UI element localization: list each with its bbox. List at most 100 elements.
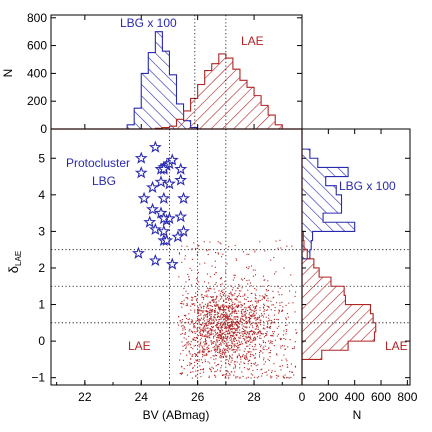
lae-point — [270, 309, 272, 311]
lae-point — [193, 325, 195, 327]
lae-point — [211, 265, 213, 267]
lae-point — [247, 310, 249, 312]
lae-point — [285, 377, 288, 379]
lae-point — [228, 315, 230, 317]
lae-point — [234, 361, 236, 363]
lae-point — [200, 317, 203, 319]
lae-point — [204, 303, 206, 305]
lae-point — [229, 374, 231, 376]
lae-point — [240, 290, 242, 292]
lae-point — [199, 344, 201, 346]
lae-point — [259, 350, 261, 352]
lae-point — [214, 283, 216, 285]
lae-point — [205, 344, 207, 346]
lae-point — [205, 291, 207, 293]
lae-point — [232, 331, 234, 333]
lae-point — [213, 358, 215, 360]
lae-point — [238, 353, 240, 355]
lae-point — [209, 305, 211, 307]
lae-point — [237, 327, 239, 329]
top-bar-lbg — [155, 31, 163, 130]
lae-point — [224, 321, 226, 323]
top-ylabel: N — [1, 69, 15, 78]
lae-point — [207, 321, 209, 323]
lae-point — [219, 334, 221, 336]
lae-point — [181, 318, 183, 321]
lae-point — [180, 325, 183, 327]
lae-point — [216, 335, 219, 337]
lae-point — [277, 375, 279, 377]
lae-point — [208, 348, 210, 350]
protocluster-star — [131, 246, 145, 259]
lae-point — [285, 318, 287, 320]
lae-point — [182, 349, 184, 352]
lae-point — [233, 332, 235, 334]
top-bar-lbg — [162, 51, 170, 129]
lae-point — [184, 315, 186, 317]
lae-point — [241, 341, 243, 343]
lae-point — [256, 333, 258, 335]
lae-point — [227, 324, 229, 326]
lae-point — [255, 306, 257, 308]
lae-point — [251, 334, 253, 336]
lae-point — [226, 321, 228, 323]
lae-point — [203, 317, 205, 319]
lae-point — [225, 326, 227, 328]
lae-point — [254, 346, 256, 348]
lae-point — [215, 318, 217, 320]
right-bar-lbg — [302, 194, 342, 204]
lae-point — [240, 356, 242, 358]
lae-point — [201, 361, 204, 364]
lae-point — [289, 339, 291, 341]
lae-point — [229, 307, 231, 309]
lae-point — [242, 251, 244, 253]
lae-point — [185, 346, 187, 348]
lae-point — [244, 339, 246, 341]
lae-point — [206, 287, 208, 289]
lae-point — [196, 336, 198, 338]
lae-point — [219, 333, 221, 335]
lae-point — [221, 352, 223, 354]
lae-point — [225, 316, 227, 318]
right-bar-lbg — [302, 158, 318, 168]
lae-point — [207, 296, 209, 298]
lae-point — [219, 310, 221, 312]
lae-point — [199, 339, 201, 341]
lae-point — [214, 305, 216, 307]
lae-point — [191, 297, 194, 299]
lae-point — [258, 322, 260, 324]
lae-point — [268, 314, 270, 316]
lae-point — [217, 328, 219, 330]
lae-point — [247, 376, 249, 378]
lae-point — [247, 351, 249, 353]
lae-point — [202, 369, 204, 371]
lae-point — [229, 328, 231, 330]
lae-point — [241, 321, 243, 323]
lae-point — [244, 306, 246, 309]
lae-point — [251, 325, 253, 327]
lae-point — [232, 349, 235, 351]
lae-point — [228, 315, 231, 317]
lae-point — [219, 306, 222, 308]
right-lbg-label: LBG x 100 — [339, 179, 396, 193]
lae-point — [206, 290, 208, 292]
lae-point — [243, 298, 246, 300]
lae-point — [256, 369, 258, 371]
lae-point — [186, 304, 189, 306]
lae-point — [197, 335, 199, 337]
lae-point — [254, 293, 256, 295]
lae-point — [273, 321, 275, 323]
lae-point — [254, 300, 256, 302]
lae-point — [257, 318, 259, 320]
lae-point — [268, 285, 270, 287]
lae-point — [290, 284, 292, 286]
lae-point — [199, 328, 201, 330]
lae-point — [219, 349, 221, 351]
lae-point — [253, 315, 255, 317]
lae-point — [218, 333, 220, 335]
lae-point — [207, 324, 209, 326]
lae-point — [249, 348, 251, 350]
lae-point — [214, 346, 216, 348]
lae-point — [271, 340, 273, 343]
lae-point — [234, 292, 236, 295]
